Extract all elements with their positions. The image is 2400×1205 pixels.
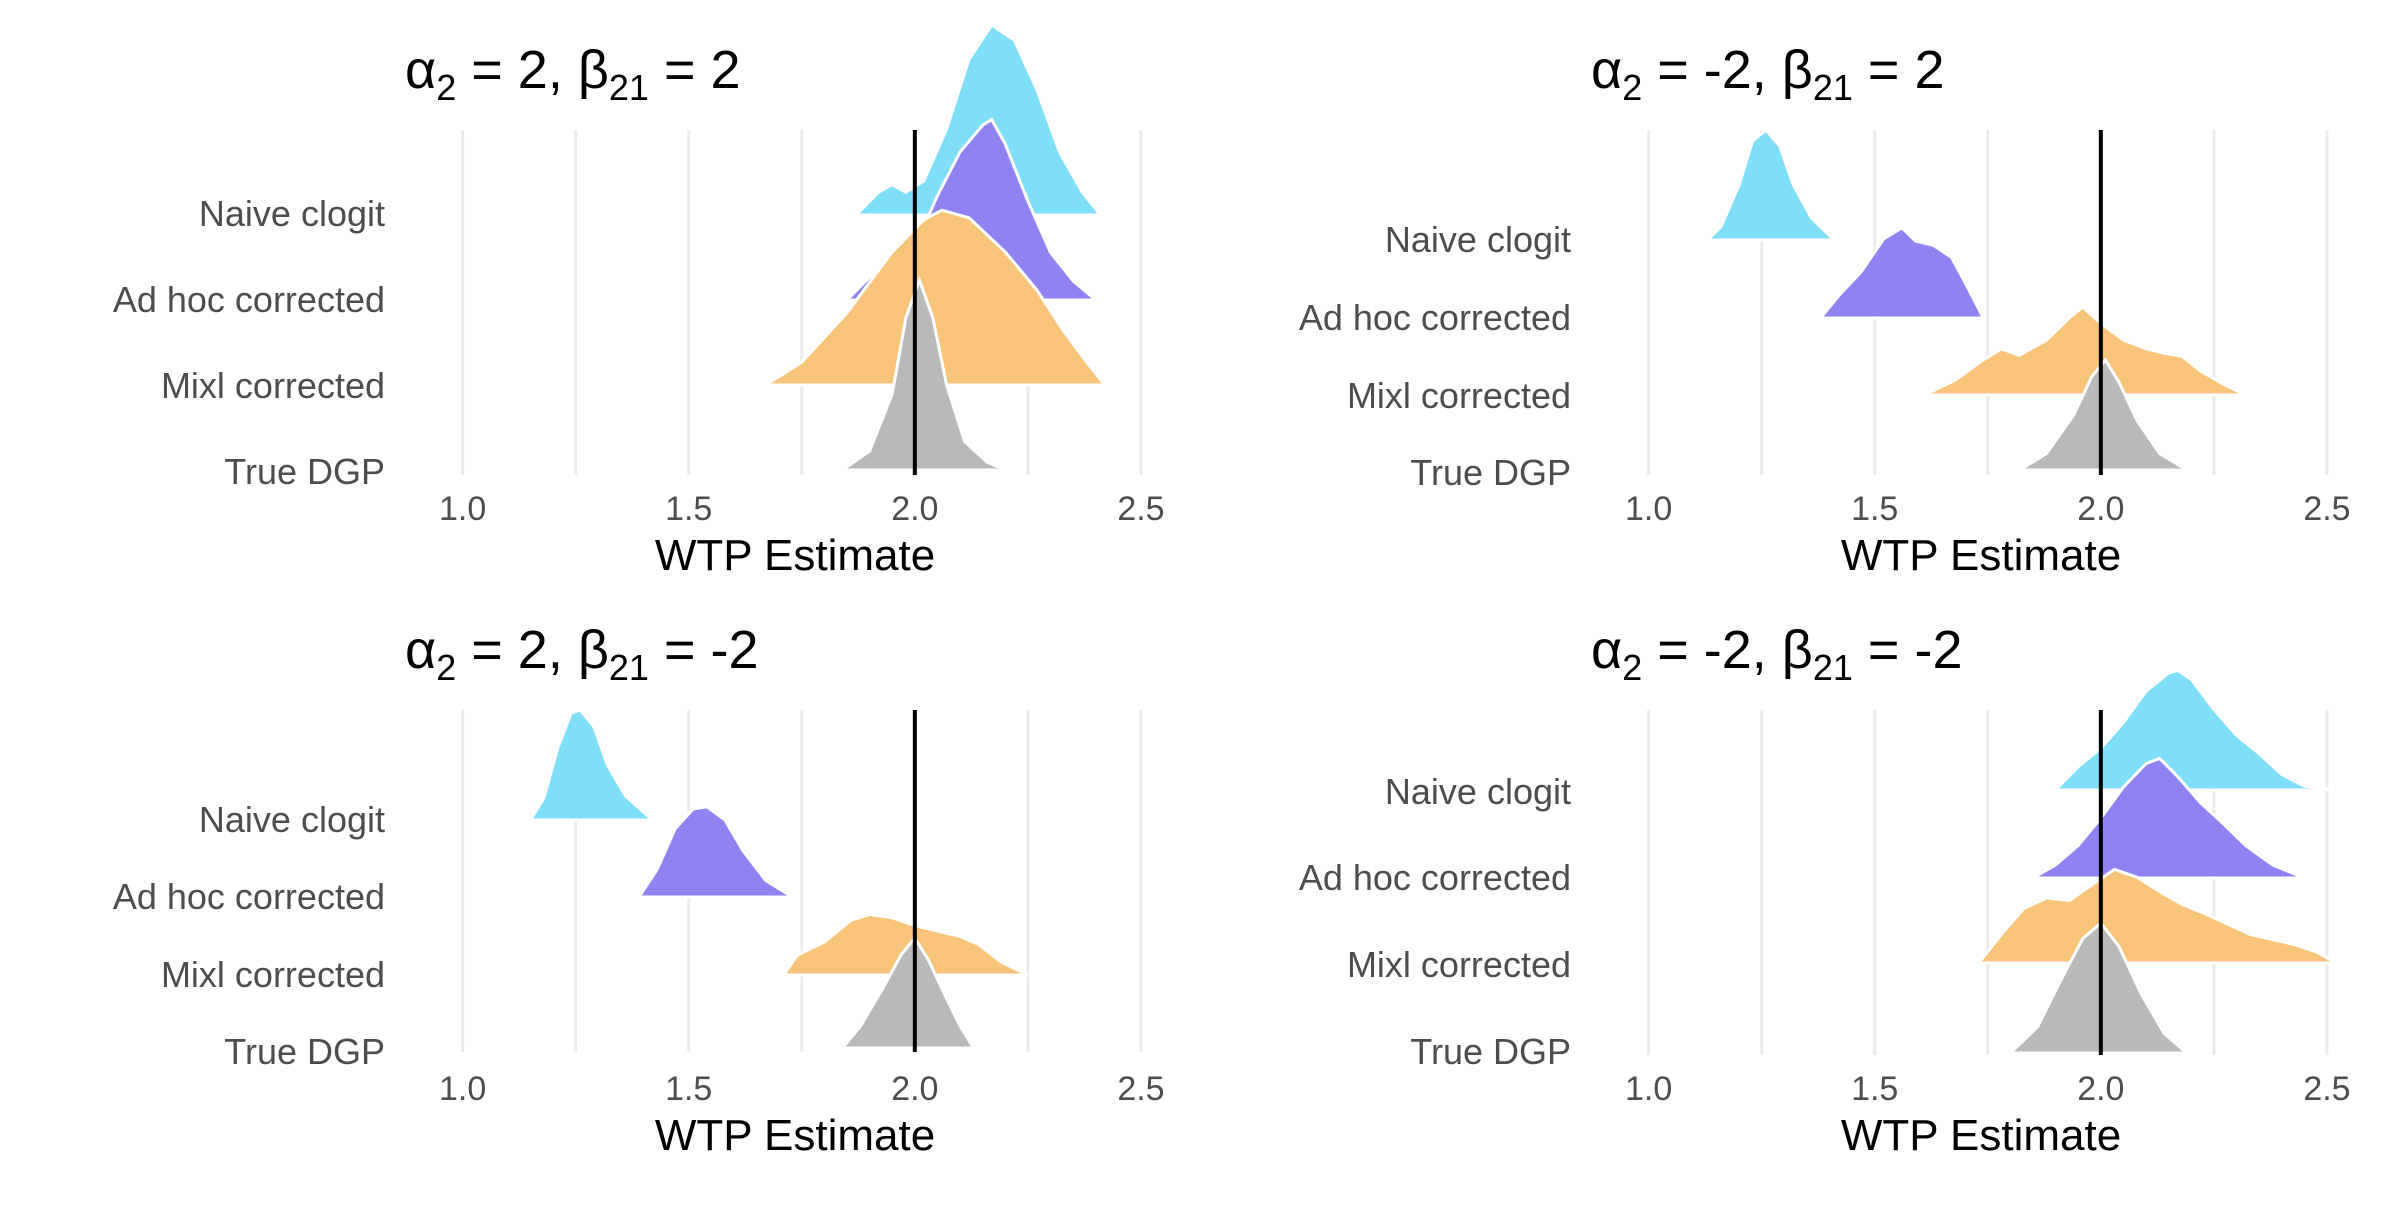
y-category-label: Mixl corrected: [161, 954, 385, 995]
x-tick-label: 1.0: [1625, 1070, 1672, 1108]
density-ridge-true-dgp: [837, 275, 1006, 472]
density-ridge-true-dgp: [839, 935, 977, 1050]
panel-title: α2 = 2, β21 = 2: [405, 40, 741, 108]
panel-bottom-right: Naive clogit Ad hoc corrected Mixl correct…: [1299, 620, 2351, 1160]
y-category-label: Ad hoc corrected: [1299, 857, 1571, 898]
x-tick-label: 2.0: [891, 490, 938, 528]
panel-bottom-left: Naive clogit Ad hoc corrected Mixl correct…: [113, 620, 1165, 1160]
density-ridge-mixl-corrected: [760, 208, 1108, 387]
density-ridge-mixl-corrected: [1975, 867, 2342, 965]
x-tick-label: 1.5: [665, 1070, 712, 1108]
density-ridge-ad-hoc-corrected: [1817, 225, 1986, 320]
panel-title: α2 = -2, β21 = 2: [1591, 40, 1945, 108]
density-ridge-naive-clogit: [2052, 668, 2337, 792]
x-tick-label: 2.0: [2077, 490, 2124, 528]
density-ridge-true-dgp: [2014, 357, 2193, 472]
panel-top-right: Naive clogit Ad hoc corrected Mixl correct…: [1299, 40, 2351, 580]
y-category-label: True DGP: [1410, 1031, 1571, 1072]
panel-title: α2 = -2, β21 = -2: [1591, 620, 1962, 688]
y-category-label: Ad hoc corrected: [1299, 297, 1571, 338]
x-tick-label: 1.5: [665, 490, 712, 528]
density-ridge-naive-clogit: [527, 708, 657, 822]
x-tick-label: 2.0: [2077, 1070, 2124, 1108]
y-category-label: Naive clogit: [1385, 771, 1571, 812]
y-category-label: Naive clogit: [1385, 219, 1571, 260]
x-tick-label: 2.0: [891, 1070, 938, 1108]
y-category-label: True DGP: [224, 1031, 385, 1072]
density-ridge-ad-hoc-corrected: [636, 805, 799, 899]
y-category-label: Naive clogit: [199, 193, 385, 234]
panel-top-left: Naive clogit Ad hoc corrected Mixl correct…: [113, 22, 1165, 580]
x-tick-label: 2.5: [1117, 490, 1164, 528]
density-ridge-mixl-corrected: [1923, 305, 2247, 397]
x-axis-title: WTP Estimate: [1841, 531, 2121, 580]
x-axis-title: WTP Estimate: [1841, 1111, 2121, 1160]
x-tick-label: 2.5: [1117, 1070, 1164, 1108]
x-tick-label: 2.5: [2303, 1070, 2350, 1108]
x-tick-label: 1.0: [439, 1070, 486, 1108]
x-tick-label: 1.5: [1851, 1070, 1898, 1108]
x-axis-title: WTP Estimate: [655, 531, 935, 580]
y-category-label: Mixl corrected: [161, 365, 385, 406]
y-category-label: Mixl corrected: [1347, 375, 1571, 416]
x-tick-label: 1.0: [1625, 490, 1672, 528]
y-category-label: Naive clogit: [199, 799, 385, 840]
x-tick-label: 1.0: [439, 490, 486, 528]
panel-title: α2 = 2, β21 = -2: [405, 620, 759, 688]
density-ridge-true-dgp: [2006, 920, 2191, 1055]
y-category-label: True DGP: [224, 451, 385, 492]
x-axis-title: WTP Estimate: [655, 1111, 935, 1160]
y-category-label: Mixl corrected: [1347, 944, 1571, 985]
x-tick-label: 1.5: [1851, 490, 1898, 528]
y-category-label: True DGP: [1410, 452, 1571, 493]
y-category-label: Ad hoc corrected: [113, 876, 385, 917]
y-category-label: Ad hoc corrected: [113, 279, 385, 320]
density-ridge-naive-clogit: [1703, 127, 1838, 242]
density-ridge-naive-clogit: [852, 22, 1104, 217]
x-tick-label: 2.5: [2303, 490, 2350, 528]
